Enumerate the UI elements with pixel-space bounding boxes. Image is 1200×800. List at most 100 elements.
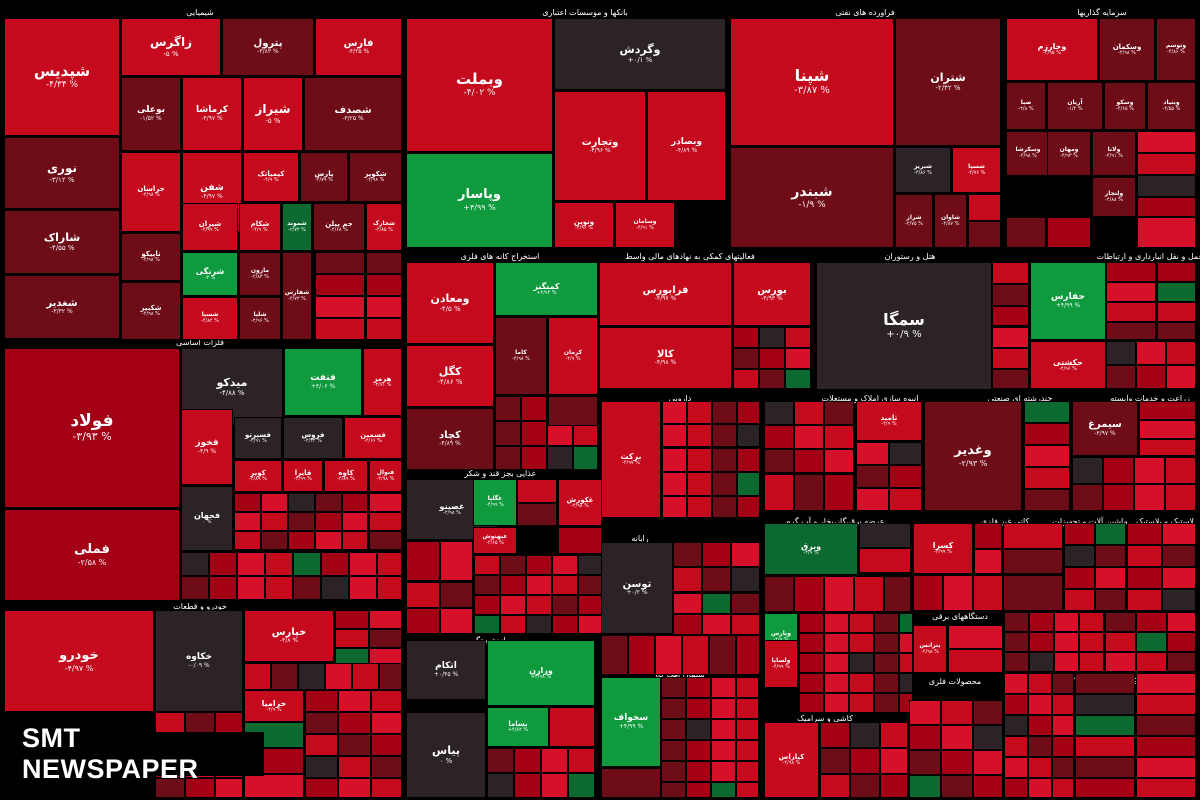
minor-symbol-tile[interactable] [849,693,874,713]
minor-symbol-tile[interactable] [702,542,731,567]
symbol-tile[interactable]: فجهان ۰ % [181,486,233,551]
minor-symbol-tile[interactable] [288,512,315,531]
minor-symbol-tile[interactable] [731,614,760,635]
minor-symbol-tile[interactable] [856,465,889,488]
minor-symbol-tile[interactable] [366,318,402,340]
symbol-tile[interactable]: نوری -۳/۱۲ % [4,137,120,209]
symbol-tile[interactable]: شپنا -۳/۸۷ % [730,18,894,146]
minor-symbol-tile[interactable] [661,782,686,798]
minor-symbol-tile[interactable] [785,348,811,369]
minor-symbol-tile[interactable] [736,635,760,675]
minor-symbol-tile[interactable] [686,782,711,798]
minor-symbol-tile[interactable] [474,595,500,615]
minor-symbol-tile[interactable] [261,493,288,512]
minor-symbol-tile[interactable] [941,700,973,725]
minor-symbol-tile[interactable] [1106,322,1156,340]
minor-symbol-tile[interactable] [794,401,824,425]
minor-symbol-tile[interactable] [1157,282,1196,302]
minor-symbol-tile[interactable] [1103,484,1134,511]
minor-symbol-tile[interactable] [824,613,849,633]
minor-symbol-tile[interactable] [824,673,849,693]
minor-symbol-tile[interactable] [1072,484,1103,511]
minor-symbol-tile[interactable] [338,756,371,778]
minor-symbol-tile[interactable] [686,740,711,761]
minor-symbol-tile[interactable] [785,327,811,348]
minor-symbol-tile[interactable] [1127,545,1162,567]
minor-symbol-tile[interactable] [377,552,402,576]
minor-symbol-tile[interactable] [1106,341,1136,365]
symbol-tile[interactable]: وسکمان -۴/۹۸ % [1099,18,1155,81]
minor-symbol-tile[interactable] [736,740,759,761]
minor-symbol-tile[interactable] [1028,757,1052,778]
minor-symbol-tile[interactable] [487,773,514,798]
symbol-tile[interactable]: فخوز -۴/۹ % [181,409,233,485]
minor-symbol-tile[interactable] [662,496,687,518]
minor-symbol-tile[interactable] [1028,778,1052,798]
symbol-tile[interactable]: شراز -۴/۷۵ % [895,194,933,248]
minor-symbol-tile[interactable] [662,448,687,472]
symbol-tile[interactable]: خپارس -۴/۸ % [244,610,334,662]
minor-symbol-tile[interactable] [578,615,602,634]
minor-symbol-tile[interactable] [687,424,712,447]
minor-symbol-tile[interactable] [687,401,712,424]
minor-symbol-tile[interactable] [271,663,298,690]
minor-symbol-tile[interactable] [369,512,402,531]
minor-symbol-tile[interactable] [1064,523,1095,545]
minor-symbol-tile[interactable] [874,673,899,693]
minor-symbol-tile[interactable] [1004,736,1028,757]
minor-symbol-tile[interactable] [406,608,440,634]
minor-symbol-tile[interactable] [1052,736,1074,757]
minor-symbol-tile[interactable] [1028,694,1052,715]
minor-symbol-tile[interactable] [874,633,899,653]
symbol-tile[interactable]: حکشتی -۴/۹۶ % [1030,341,1106,389]
minor-symbol-tile[interactable] [500,575,526,595]
minor-symbol-tile[interactable] [874,693,899,713]
minor-symbol-tile[interactable] [1137,217,1196,248]
minor-symbol-tile[interactable] [687,448,712,472]
minor-symbol-tile[interactable] [440,582,473,608]
symbol-tile[interactable]: فارس -۴/۲۵ % [315,18,402,76]
minor-symbol-tile[interactable] [820,774,850,798]
minor-symbol-tile[interactable] [968,221,1001,248]
minor-symbol-tile[interactable] [1106,262,1156,282]
minor-symbol-tile[interactable] [1024,401,1070,423]
minor-symbol-tile[interactable] [1004,632,1029,652]
minor-symbol-tile[interactable] [293,552,321,576]
minor-symbol-tile[interactable] [1004,778,1028,798]
symbol-tile[interactable]: غبهنوش -۴/۶۵ % [473,527,517,554]
minor-symbol-tile[interactable] [1052,715,1074,736]
minor-symbol-tile[interactable] [731,542,760,567]
minor-symbol-tile[interactable] [349,576,377,600]
minor-symbol-tile[interactable] [366,252,402,274]
minor-symbol-tile[interactable] [820,748,850,774]
minor-symbol-tile[interactable] [733,348,759,369]
minor-symbol-tile[interactable] [474,555,500,575]
minor-symbol-tile[interactable] [880,774,908,798]
symbol-tile[interactable]: شپدیس -۴/۳۴ % [4,18,120,136]
symbol-tile[interactable]: شفارس -۴/۷۳ % [282,252,312,340]
symbol-tile[interactable]: شکام -۴/۹ % [239,203,281,251]
symbol-tile[interactable]: شبریز -۴/۸۶ % [895,147,951,193]
symbol-tile[interactable]: شبندر -۱/۹ % [730,147,894,248]
minor-symbol-tile[interactable] [661,761,686,782]
minor-symbol-tile[interactable] [1004,612,1029,632]
minor-symbol-tile[interactable] [517,479,557,503]
minor-symbol-tile[interactable] [1003,575,1063,611]
minor-symbol-tile[interactable] [185,778,215,798]
minor-symbol-tile[interactable] [1105,612,1136,632]
minor-symbol-tile[interactable] [992,369,1029,389]
minor-symbol-tile[interactable] [1165,484,1196,511]
minor-symbol-tile[interactable] [737,496,760,518]
minor-symbol-tile[interactable] [874,653,899,673]
minor-symbol-tile[interactable] [315,493,342,512]
minor-symbol-tile[interactable] [369,493,402,512]
minor-symbol-tile[interactable] [759,348,785,369]
symbol-tile[interactable]: اتکام +۰/۴۵ % [406,640,486,700]
minor-symbol-tile[interactable] [315,531,342,550]
minor-symbol-tile[interactable] [1134,457,1165,484]
symbol-tile[interactable]: وسامان -۴/۹۱ % [615,202,675,248]
minor-symbol-tile[interactable] [305,734,338,756]
symbol-tile[interactable]: فنوال -۴/۹۸ % [369,460,402,492]
minor-symbol-tile[interactable] [673,593,702,614]
minor-symbol-tile[interactable] [661,698,686,719]
